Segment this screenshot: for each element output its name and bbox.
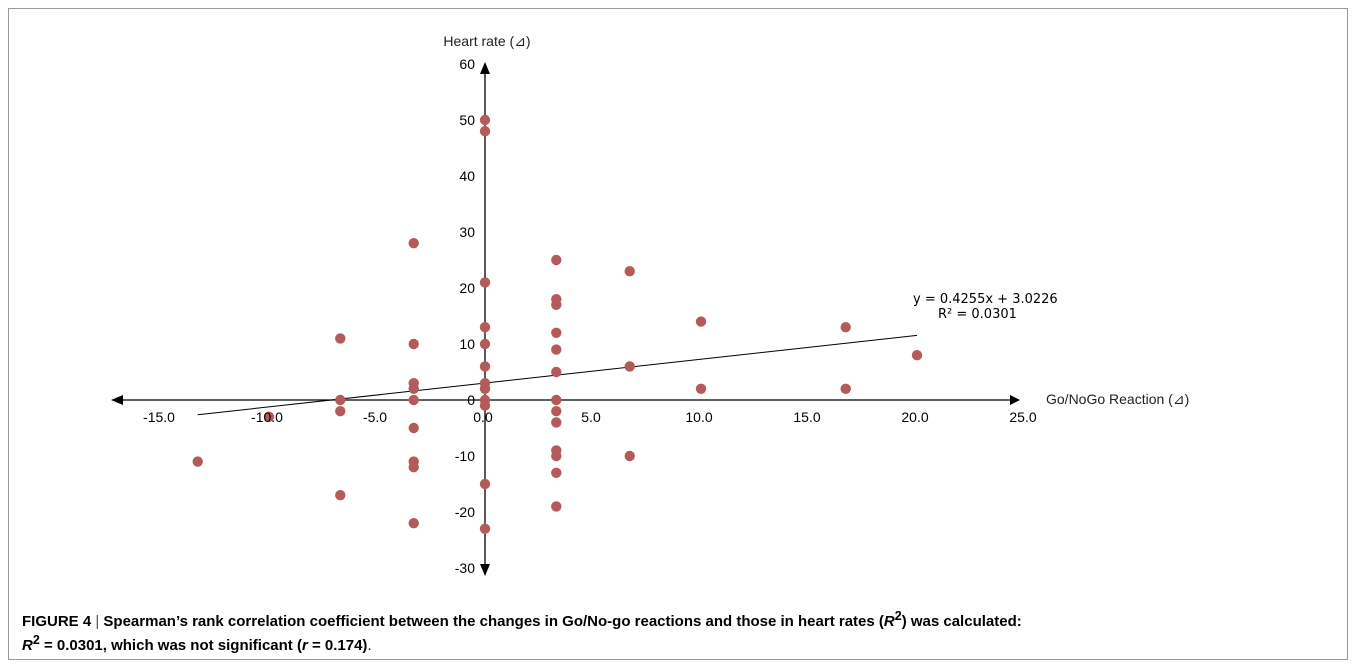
data-point (551, 327, 562, 338)
data-point (551, 254, 562, 266)
y-tick-label: 50 (459, 112, 475, 128)
y-tick-label: 30 (459, 224, 475, 240)
caption-line2-sup: 2 (32, 633, 40, 647)
axes (111, 62, 1020, 576)
data-point (551, 394, 562, 406)
caption-separator: | (91, 613, 104, 630)
data-point (479, 338, 491, 350)
data-point (335, 406, 346, 417)
y-tick-label: -10 (455, 448, 475, 464)
x-tick-label: 0.0 (473, 409, 493, 425)
data-point (551, 406, 562, 417)
data-point (624, 266, 635, 277)
figure-frame (8, 8, 1348, 660)
data-point (551, 344, 562, 355)
y-tick-label: -20 (455, 504, 475, 520)
data-point (479, 126, 491, 137)
data-point (479, 523, 491, 534)
data-point (551, 450, 562, 462)
data-point (408, 383, 419, 394)
data-point (840, 322, 851, 333)
data-point (408, 518, 419, 529)
data-point (695, 316, 707, 327)
data-point (263, 411, 275, 422)
data-point (695, 383, 707, 394)
data-point (408, 394, 419, 406)
data-point (624, 361, 635, 372)
y-tick-label: 20 (459, 280, 475, 296)
data-point (408, 338, 419, 350)
data-point (479, 361, 491, 372)
caption-line2-r-small: r (301, 637, 308, 654)
data-point (911, 350, 923, 361)
x-tick-label: 5.0 (581, 409, 601, 425)
data-point (479, 277, 491, 288)
caption-line1-end: ) was calculated: (901, 613, 1022, 630)
data-points (192, 114, 923, 534)
x-axis-title: Go/NoGo Reaction (⊿) (1046, 391, 1189, 407)
data-point (551, 467, 562, 478)
caption-period: . (367, 637, 372, 654)
data-point (479, 400, 491, 411)
caption-r-symbol: R (883, 613, 895, 630)
data-point (479, 322, 491, 333)
data-point (408, 238, 419, 249)
data-point (479, 383, 491, 394)
data-point (479, 114, 491, 126)
x-tick-label: -15.0 (143, 409, 175, 425)
data-point (551, 299, 562, 310)
figure-caption: FIGURE 4 | Spearman’s rank correlation c… (22, 607, 1332, 655)
x-tick-label: 10.0 (685, 409, 712, 425)
caption-label: FIGURE 4 (22, 613, 92, 630)
data-point (551, 501, 562, 512)
x-tick-label: -10.0 (251, 409, 283, 425)
data-point (408, 462, 419, 473)
caption-line2-r: R (22, 637, 33, 654)
y-tick-label: 40 (459, 168, 475, 184)
caption-line1: Spearman’s rank correlation coefficient … (103, 613, 884, 630)
scatter-chart: Heart rate (⊿) Go/NoGo Reaction (⊿) y = … (111, 33, 1189, 576)
y-axis-arrow-bottom (480, 564, 490, 576)
data-point (479, 478, 491, 490)
data-point (335, 490, 346, 501)
y-tick-label: 10 (459, 336, 475, 352)
caption-sup: 2 (894, 609, 902, 623)
data-point (192, 456, 203, 467)
caption-line2-mid: = 0.0301, which was not significant ( (39, 637, 302, 654)
data-point (408, 422, 419, 434)
data-point (551, 366, 562, 378)
y-tick-label: 0 (467, 392, 475, 408)
data-point (335, 333, 346, 344)
x-tick-label: -5.0 (363, 409, 387, 425)
caption-line2-end: = 0.174) (307, 637, 368, 654)
data-point (624, 450, 635, 462)
y-axis-title: Heart rate (⊿) (443, 33, 530, 49)
x-tick-label: 25.0 (1009, 409, 1036, 425)
x-tick-label: 15.0 (793, 409, 820, 425)
trendline-equation: y = 0.4255x + 3.0226 (913, 292, 1058, 307)
data-point (551, 417, 562, 428)
data-point (840, 383, 851, 394)
x-axis-arrow-left (111, 395, 123, 405)
trendline-r2: R² = 0.0301 (938, 307, 1017, 322)
y-tick-label: -30 (455, 560, 475, 576)
x-tick-label: 20.0 (901, 409, 928, 425)
data-point (335, 394, 346, 406)
y-tick-label: 60 (459, 56, 475, 72)
axis-labels: Heart rate (⊿) Go/NoGo Reaction (⊿) y = … (143, 33, 1189, 576)
y-axis-arrow-top (480, 62, 490, 74)
